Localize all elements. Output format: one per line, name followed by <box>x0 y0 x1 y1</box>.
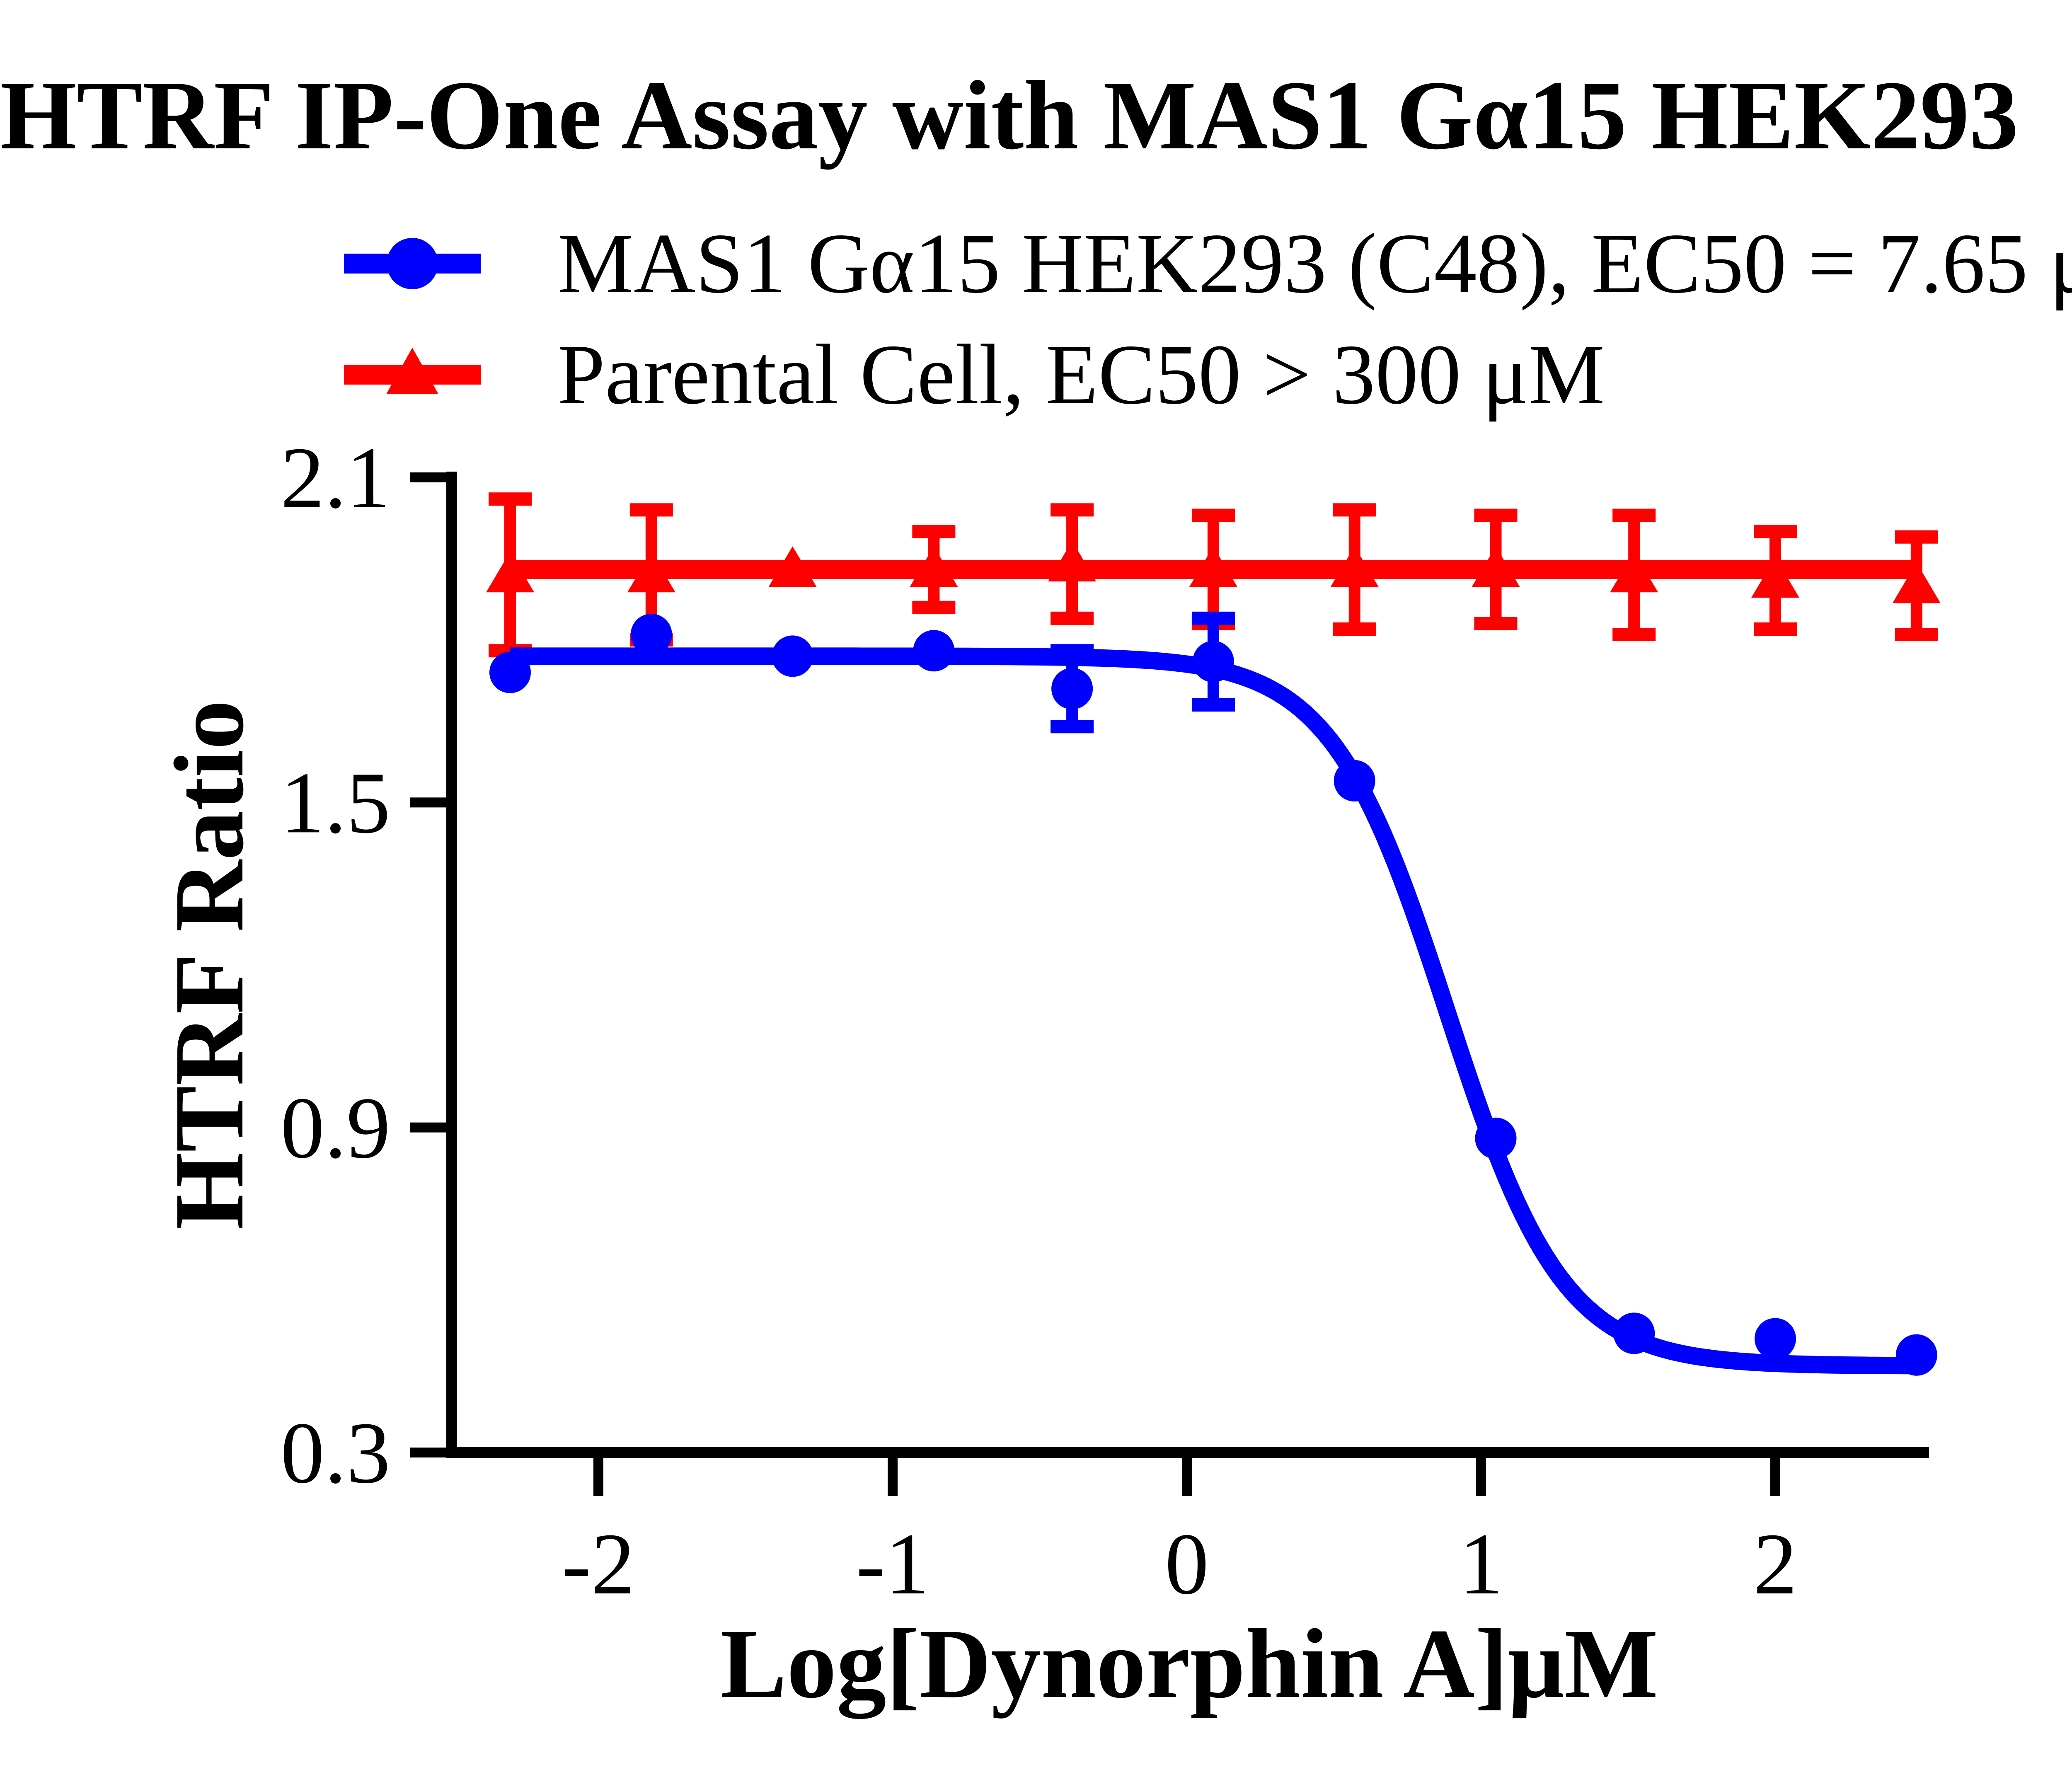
x-tick-label: 0 <box>1165 1515 1209 1612</box>
legend-item-parental: Parental Cell, EC50 > 300 μM <box>344 319 2072 430</box>
legend: MAS1 Gα15 HEK293 (C48), EC50 = 7.65 μM P… <box>344 208 2072 430</box>
data-point-circle <box>1755 1318 1796 1360</box>
data-point-triangle <box>1048 541 1097 582</box>
legend-label-mas1: MAS1 Gα15 HEK293 (C48), EC50 = 7.65 μM <box>557 216 2072 311</box>
x-tick-label: 2 <box>1753 1515 1797 1612</box>
series-layer <box>486 492 1941 1376</box>
series-circle <box>489 611 1937 1376</box>
data-point-triangle <box>910 546 958 587</box>
legend-marker-circle-icon <box>344 238 481 289</box>
chart-title: HTRF IP-One Assay with MAS1 Gα15 HEK293（… <box>0 61 2072 170</box>
data-point-triangle <box>768 546 817 587</box>
data-point-triangle <box>1330 546 1379 587</box>
legend-label-parental: Parental Cell, EC50 > 300 μM <box>557 327 1605 422</box>
legend-marker-triangle-icon <box>344 348 481 394</box>
x-axis-title: Log[Dynorphin A]μM <box>720 1608 1658 1719</box>
y-tick-label: 0.3 <box>281 1404 390 1501</box>
data-point-triangle <box>1472 546 1520 587</box>
data-point-circle <box>772 635 813 677</box>
data-point-triangle <box>627 552 675 593</box>
fit-curve <box>510 647 1917 1375</box>
data-point-circle <box>913 630 955 672</box>
data-point-circle <box>1475 1117 1517 1159</box>
legend-circle <box>387 238 438 289</box>
data-point-circle <box>1192 641 1234 683</box>
y-tick-label: 2.1 <box>281 429 390 526</box>
data-point-triangle <box>1189 546 1237 587</box>
data-point-circle <box>1613 1312 1655 1354</box>
y-tick-label: 0.9 <box>281 1079 390 1177</box>
x-tick-label: 1 <box>1459 1515 1503 1612</box>
legend-item-mas1: MAS1 Gα15 HEK293 (C48), EC50 = 7.65 μM <box>344 208 2072 319</box>
data-point-circle <box>489 651 531 693</box>
y-axis-title: HTRF Ratio <box>154 700 264 1230</box>
data-point-triangle <box>1610 552 1658 593</box>
legend-triangle <box>386 348 438 394</box>
data-point-circle <box>1334 760 1375 802</box>
axes: 0.3 0.9 1.5 2.1 -2 -1 0 1 2 <box>281 429 1929 1612</box>
x-tick-label: -2 <box>562 1515 635 1612</box>
data-point-triangle <box>486 552 534 593</box>
data-point-triangle <box>1751 557 1799 598</box>
x-tick-label: -1 <box>856 1515 929 1612</box>
data-point-circle <box>630 614 672 656</box>
data-point-circle <box>1051 668 1093 709</box>
y-tick-label: 1.5 <box>281 754 390 851</box>
data-point-triangle <box>1892 562 1941 603</box>
data-point-circle <box>1895 1334 1937 1376</box>
